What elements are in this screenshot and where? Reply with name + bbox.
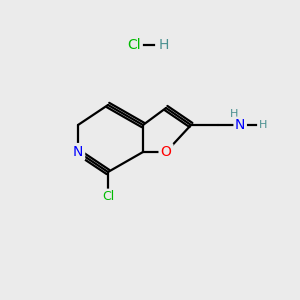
Text: O: O [160, 145, 171, 159]
Text: N: N [73, 145, 83, 159]
Text: H: H [230, 109, 238, 119]
Text: H: H [159, 38, 169, 52]
Text: H: H [259, 120, 267, 130]
Text: N: N [235, 118, 245, 132]
Text: Cl: Cl [127, 38, 141, 52]
Text: Cl: Cl [102, 190, 114, 203]
